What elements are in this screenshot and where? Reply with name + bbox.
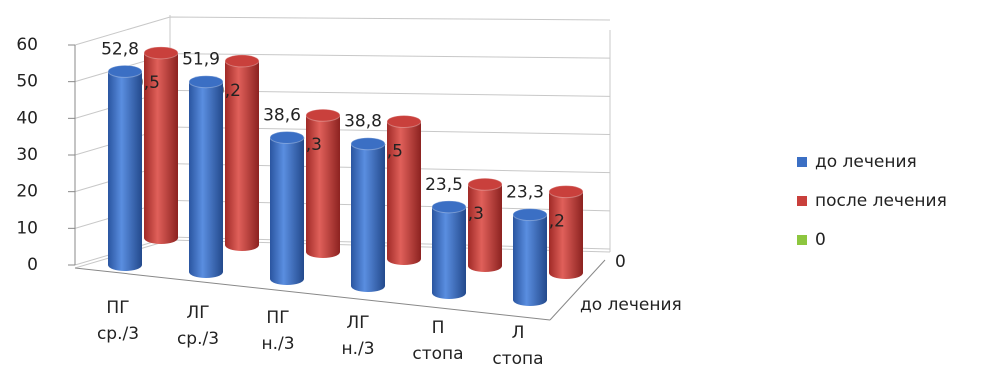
- depth-label: 0: [615, 252, 626, 272]
- legend-label: после лечения: [815, 191, 947, 211]
- y-tick-label: 20: [16, 182, 38, 202]
- legend-swatch: [797, 196, 807, 206]
- y-tick-label: 0: [27, 255, 38, 275]
- bar-top: [107, 64, 143, 78]
- data-label: 38,6: [263, 105, 301, 125]
- depth-label: до лечения: [580, 295, 682, 315]
- depth-axis: [549, 259, 606, 321]
- bar: [189, 81, 223, 272]
- x-tick-label: ПГ н./3: [261, 308, 294, 354]
- y-tick-label: 10: [16, 218, 38, 238]
- y-tick-label: 50: [16, 72, 38, 92]
- bar-top: [350, 137, 386, 151]
- bar-top: [143, 46, 179, 60]
- bar: [468, 184, 502, 266]
- data-label: 23,3: [506, 183, 544, 203]
- bar-top: [512, 208, 548, 222]
- x-tick-label: ЛГ ср./3: [177, 303, 219, 349]
- data-label: 52,8: [101, 39, 139, 59]
- y-tick-label: 30: [16, 145, 38, 165]
- bar: [144, 52, 178, 239]
- bar: [270, 137, 304, 279]
- grid-line: [74, 16, 611, 46]
- bar: [387, 121, 421, 259]
- bar: [108, 71, 142, 266]
- x-tick-label: ЛГ н./3: [341, 313, 374, 359]
- x-axis: [74, 267, 551, 321]
- bar: [549, 191, 583, 273]
- y-tick-label: 40: [16, 108, 38, 128]
- bar: [513, 214, 547, 300]
- bar-top: [431, 200, 467, 214]
- bar: [351, 143, 385, 286]
- bar-top: [386, 115, 422, 128]
- x-tick-label: ПГ ср./3: [97, 298, 139, 344]
- bar-top: [188, 75, 224, 89]
- data-label: 38,8: [344, 112, 382, 132]
- legend-label: 0: [815, 230, 826, 250]
- bar-top: [548, 185, 584, 199]
- legend-swatch: [797, 157, 807, 167]
- data-label: 23,5: [425, 175, 463, 195]
- legend-swatch: [797, 235, 807, 245]
- bar-top: [269, 130, 305, 144]
- legend-label: до лечения: [815, 152, 917, 172]
- bar-top: [305, 108, 341, 122]
- data-label: 51,9: [182, 50, 220, 70]
- bar: [432, 206, 466, 293]
- bar-top: [224, 54, 260, 68]
- bar: [306, 115, 340, 252]
- y-tick-label: 60: [16, 35, 38, 55]
- bar: [225, 60, 259, 245]
- bar-top: [467, 177, 503, 191]
